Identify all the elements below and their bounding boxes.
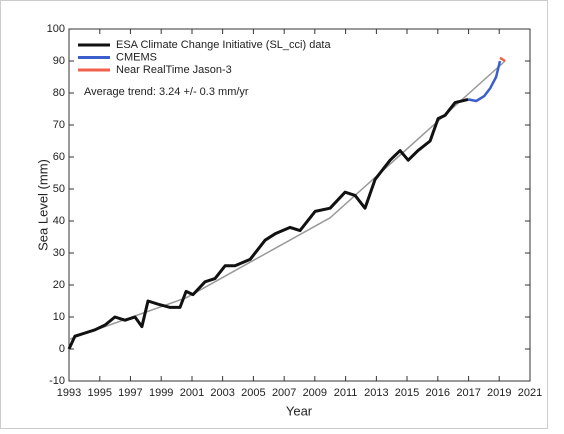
- data-line: [467, 60, 502, 103]
- x-tick-label: 2016: [426, 387, 450, 399]
- annotation: Average trend: 3.24 +/- 0.3 mm/yr: [84, 86, 249, 98]
- y-tick-label: 80: [53, 87, 65, 99]
- data-line: [499, 56, 506, 63]
- y-tick-label: 60: [53, 151, 65, 163]
- legend-label: ESA Climate Change Initiative (SL_cci) d…: [116, 39, 331, 51]
- x-tick-label: 2013: [364, 387, 388, 399]
- frame: [0, 0, 548, 429]
- x-tick-label: 1999: [149, 387, 173, 399]
- x-tick-label: 2015: [395, 387, 419, 399]
- y-tick-label: 40: [53, 215, 65, 227]
- y-tick-label: 70: [53, 119, 65, 131]
- x-tick-label: 2019: [487, 387, 511, 399]
- x-tick-label: 2003: [210, 387, 234, 399]
- y-tick-label: 20: [53, 279, 65, 291]
- y-tick-label: -10: [49, 375, 65, 387]
- x-tick-label: 2017: [456, 387, 480, 399]
- y-tick-label: 100: [47, 23, 65, 35]
- y-axis-label: Sea Level (mm): [35, 159, 50, 251]
- x-tick-label: 2021: [518, 387, 542, 399]
- y-tick-label: 30: [53, 247, 65, 259]
- x-tick-label: 1993: [57, 387, 81, 399]
- x-axis-label: Year: [286, 403, 313, 418]
- x-tick-label: 2001: [180, 387, 204, 399]
- x-tick-label: 1997: [118, 387, 142, 399]
- x-tick-label: 2007: [272, 387, 296, 399]
- plot-box: [68, 28, 531, 382]
- legend-label: Near RealTime Jason-3: [116, 64, 232, 76]
- x-tick-label: 2011: [334, 387, 358, 399]
- y-tick-label: 0: [59, 343, 65, 355]
- y-tick-label: 50: [53, 183, 65, 195]
- x-tick-label: 2009: [303, 387, 327, 399]
- data-line: [67, 97, 469, 350]
- y-tick-label: 10: [53, 311, 65, 323]
- x-tick-label: 2005: [241, 387, 265, 399]
- legend-label: CMEMS: [116, 51, 157, 63]
- y-tick-label: 90: [53, 55, 65, 67]
- x-tick-label: 1995: [88, 387, 112, 399]
